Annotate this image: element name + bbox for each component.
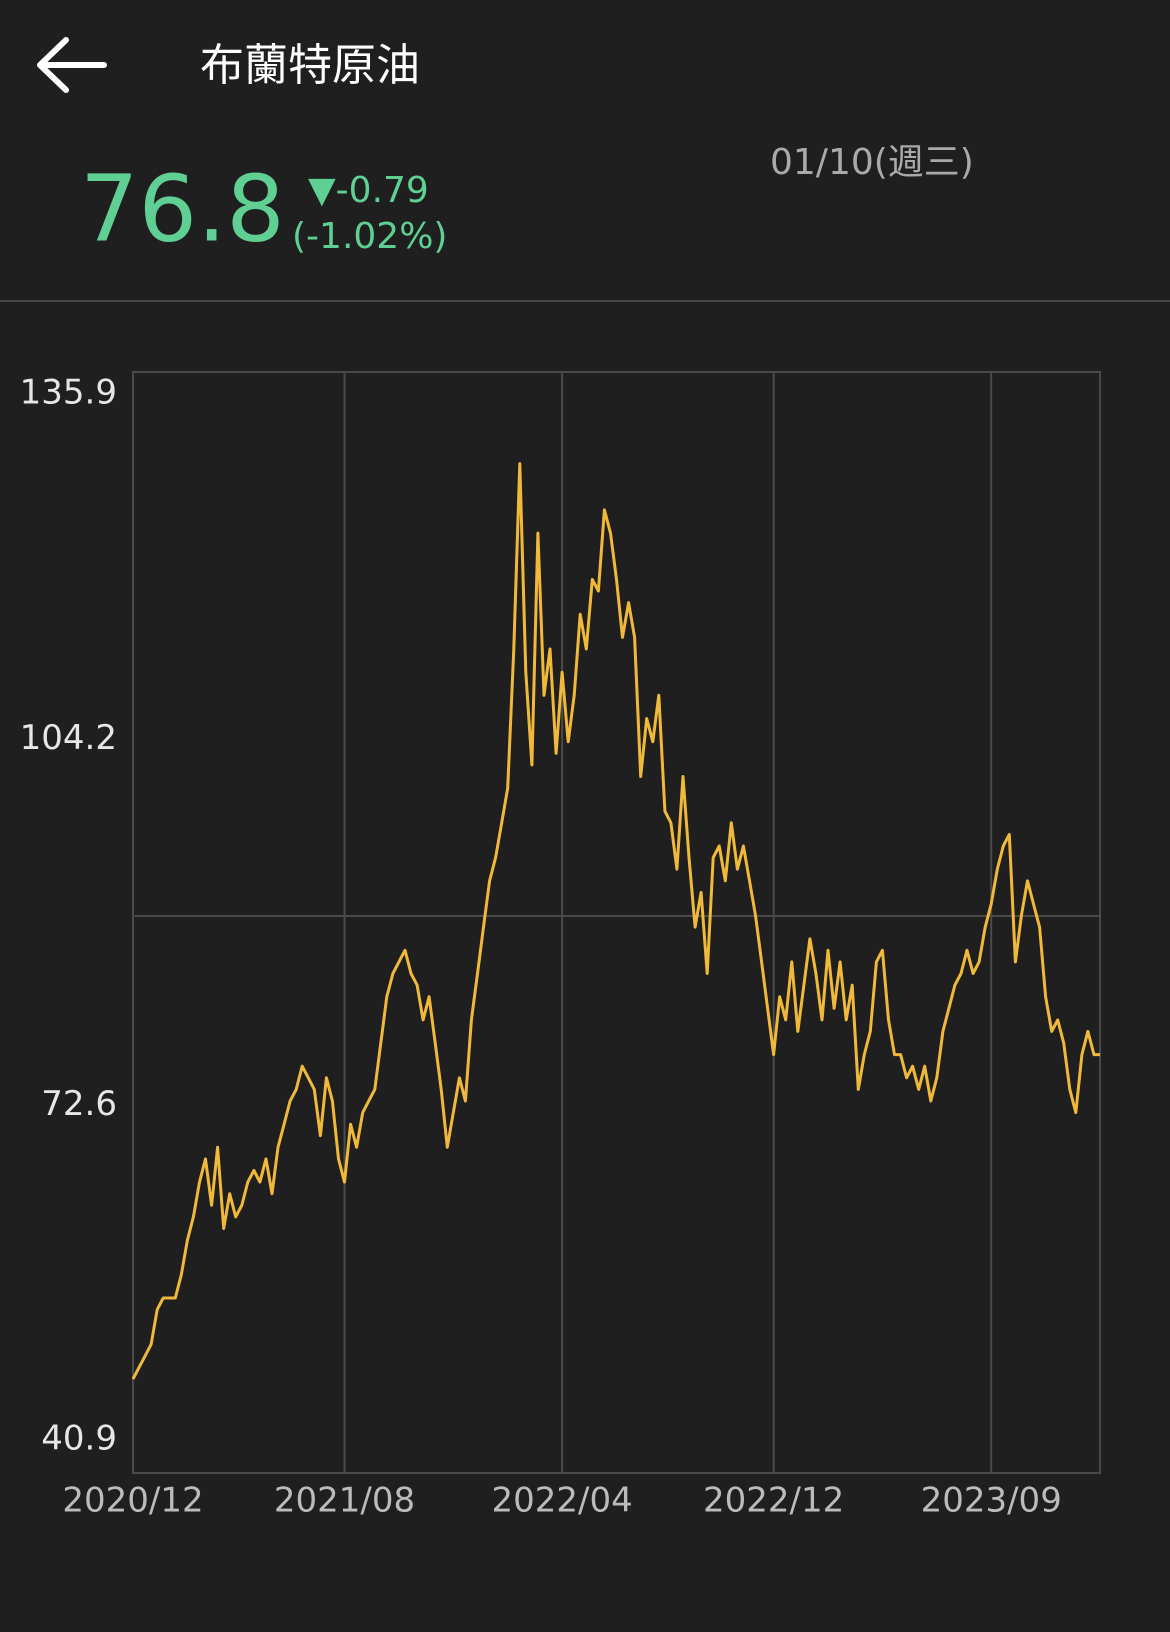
back-arrow[interactable] <box>37 37 107 93</box>
price-change: ▼-0.79 <box>308 170 429 211</box>
y-tick-label: 72.6 <box>41 1084 117 1124</box>
plot: 135.9 104.2 72.6 40.9 2020/12 2021/08 2022/04 2… <box>20 372 1100 1521</box>
page-title: 布蘭特原油 <box>200 40 420 91</box>
y-tick-label: 104.2 <box>20 718 117 758</box>
back-button[interactable] <box>37 37 107 93</box>
x-tick-label: 2022/12 <box>703 1481 844 1521</box>
price-change-percent: (-1.02%) <box>292 216 447 257</box>
quote-date: 01/10(週三) <box>770 142 974 183</box>
y-tick-label: 40.9 <box>41 1419 117 1459</box>
x-tick-label: 2023/09 <box>921 1481 1062 1521</box>
x-tick-label: 2021/08 <box>274 1481 415 1521</box>
x-tick-label: 2020/12 <box>62 1481 203 1521</box>
price: 76.8 <box>80 155 285 262</box>
y-tick-label: 135.9 <box>20 373 117 413</box>
price-line <box>131 462 1100 1380</box>
x-tick-label: 2022/04 <box>491 1481 632 1521</box>
